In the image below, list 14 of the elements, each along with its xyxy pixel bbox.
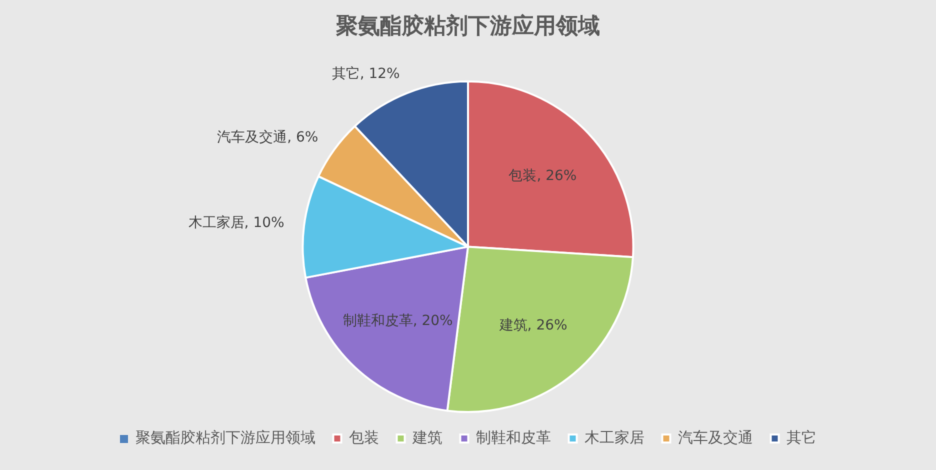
legend-label: 包装 (348, 428, 379, 446)
data-label: 建筑, 26% (498, 317, 568, 334)
legend-label: 汽车及交通 (678, 428, 753, 446)
legend-label: 木工家居 (584, 428, 644, 446)
legend-label: 其它 (786, 428, 816, 446)
chart-title: 聚氨酯胶粘剂下游应用领域 (335, 12, 600, 39)
data-label: 其它, 12% (332, 66, 400, 82)
data-label: 包装, 26% (508, 168, 577, 184)
legend-label: 建筑 (411, 428, 442, 446)
data-label: 制鞋和皮革, 20% (342, 313, 453, 330)
legend-title: 聚氨酯胶粘剂下游应用领域 (135, 428, 316, 446)
data-label: 汽车及交通, 6% (217, 130, 318, 146)
data-label: 木工家居, 10% (188, 215, 284, 232)
legend-label: 制鞋和皮革 (476, 428, 551, 446)
